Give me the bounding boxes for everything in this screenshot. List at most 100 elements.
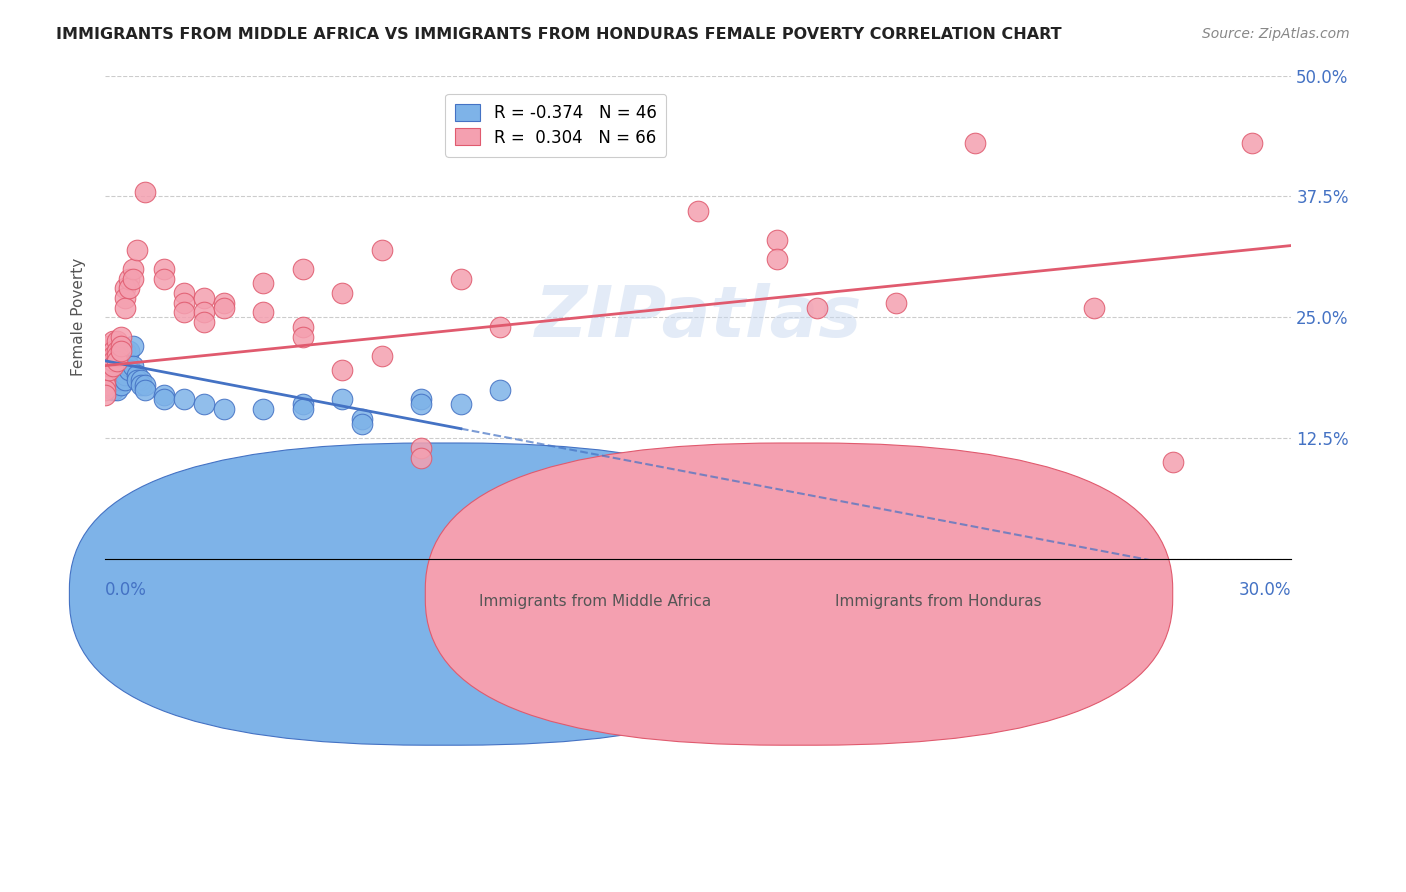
Point — [97, 378, 120, 392]
Point — [125, 373, 148, 387]
Point — [411, 397, 433, 411]
Point — [101, 334, 124, 349]
Point — [884, 295, 907, 310]
Point — [118, 359, 141, 373]
Point — [101, 349, 124, 363]
Point — [110, 378, 132, 392]
Point — [121, 339, 143, 353]
Point — [1240, 136, 1263, 151]
Point — [114, 368, 136, 383]
Point — [105, 353, 128, 368]
Point — [330, 363, 353, 377]
Point — [110, 344, 132, 359]
Point — [125, 243, 148, 257]
Point — [97, 363, 120, 377]
Point — [193, 397, 215, 411]
Point — [1161, 455, 1184, 469]
Point — [450, 397, 472, 411]
Point — [607, 136, 630, 151]
Point — [411, 450, 433, 465]
Point — [94, 387, 117, 401]
Point — [129, 378, 152, 392]
Point — [94, 378, 117, 392]
Point — [330, 392, 353, 407]
Point — [568, 127, 591, 141]
Point — [193, 305, 215, 319]
Point — [350, 417, 373, 431]
Point — [110, 329, 132, 343]
Point — [105, 383, 128, 397]
Point — [806, 301, 828, 315]
Point — [134, 185, 156, 199]
Point — [121, 271, 143, 285]
Point — [97, 368, 120, 383]
Point — [114, 344, 136, 359]
Point — [110, 339, 132, 353]
Point — [766, 252, 789, 267]
Point — [212, 295, 235, 310]
Text: Source: ZipAtlas.com: Source: ZipAtlas.com — [1202, 27, 1350, 41]
Point — [173, 305, 195, 319]
Point — [450, 271, 472, 285]
Point — [101, 344, 124, 359]
Point — [94, 363, 117, 377]
Point — [101, 359, 124, 373]
Point — [134, 383, 156, 397]
Point — [330, 286, 353, 301]
Point — [212, 301, 235, 315]
Point — [153, 392, 176, 407]
Text: 30.0%: 30.0% — [1239, 581, 1291, 599]
Point — [101, 373, 124, 387]
Legend: R = -0.374   N = 46, R =  0.304   N = 66: R = -0.374 N = 46, R = 0.304 N = 66 — [446, 94, 666, 156]
Point — [1083, 301, 1105, 315]
Point — [105, 378, 128, 392]
Point — [371, 243, 394, 257]
Point — [411, 392, 433, 407]
Point — [173, 286, 195, 301]
Point — [118, 271, 141, 285]
Text: Immigrants from Middle Africa: Immigrants from Middle Africa — [478, 594, 711, 609]
Point — [252, 277, 274, 291]
Point — [97, 363, 120, 377]
Point — [212, 402, 235, 417]
Point — [371, 349, 394, 363]
Point — [114, 291, 136, 305]
Point — [350, 412, 373, 426]
Point — [252, 305, 274, 319]
Point — [101, 353, 124, 368]
Point — [291, 329, 314, 343]
Point — [118, 281, 141, 295]
Point — [101, 383, 124, 397]
Point — [153, 261, 176, 276]
Point — [105, 349, 128, 363]
Point — [105, 344, 128, 359]
Point — [105, 373, 128, 387]
Point — [173, 295, 195, 310]
Point — [688, 203, 710, 218]
Point — [291, 397, 314, 411]
Y-axis label: Female Poverty: Female Poverty — [72, 258, 86, 376]
FancyBboxPatch shape — [69, 443, 817, 745]
Point — [766, 233, 789, 247]
Point — [110, 363, 132, 377]
Point — [94, 368, 117, 383]
Point — [118, 344, 141, 359]
Point — [125, 368, 148, 383]
Point — [94, 359, 117, 373]
Point — [489, 383, 512, 397]
Point — [97, 339, 120, 353]
Point — [134, 378, 156, 392]
Text: Immigrants from Honduras: Immigrants from Honduras — [835, 594, 1042, 609]
Point — [489, 320, 512, 334]
Point — [291, 402, 314, 417]
Point — [411, 441, 433, 455]
Text: IMMIGRANTS FROM MIDDLE AFRICA VS IMMIGRANTS FROM HONDURAS FEMALE POVERTY CORRELA: IMMIGRANTS FROM MIDDLE AFRICA VS IMMIGRA… — [56, 27, 1062, 42]
Point — [173, 392, 195, 407]
Text: ZIPatlas: ZIPatlas — [534, 283, 862, 351]
Point — [94, 383, 117, 397]
Point — [105, 334, 128, 349]
Point — [94, 368, 117, 383]
Point — [129, 373, 152, 387]
Point — [110, 339, 132, 353]
Point — [94, 373, 117, 387]
